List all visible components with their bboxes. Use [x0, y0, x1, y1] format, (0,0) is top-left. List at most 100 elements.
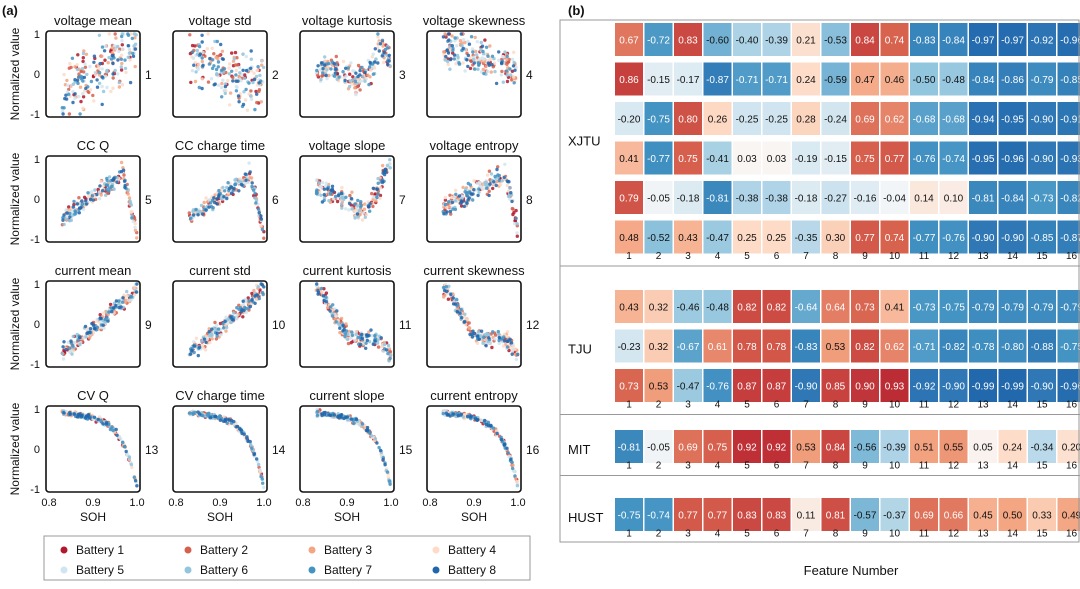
- scatter-point: [70, 352, 73, 355]
- scatter-point: [366, 429, 369, 432]
- column-number: 7: [803, 400, 809, 411]
- scatter-point: [358, 209, 361, 212]
- subplot-number: 6: [272, 193, 279, 207]
- scatter-point: [477, 187, 480, 190]
- scatter-point: [368, 202, 371, 205]
- scatter-point: [191, 50, 194, 53]
- scatter-point: [132, 55, 135, 58]
- scatter-point: [322, 294, 325, 297]
- y-axis-label: Normalized value: [8, 402, 22, 495]
- scatter-point: [237, 94, 240, 97]
- scatter-point: [189, 81, 192, 84]
- column-number: 12: [948, 251, 960, 262]
- scatter-point: [456, 310, 459, 313]
- scatter-point: [485, 46, 488, 49]
- scatter-point: [340, 192, 343, 195]
- heatmap-value: 0.82: [855, 342, 875, 353]
- heatmap-value: 0.75: [678, 154, 698, 165]
- scatter-point: [500, 438, 503, 441]
- heatmap-value: 0.14: [914, 194, 934, 205]
- column-number: 13: [977, 461, 989, 472]
- scatter-point: [509, 73, 512, 76]
- scatter-point: [454, 193, 457, 196]
- scatter-point: [97, 67, 100, 70]
- scatter-point: [113, 44, 116, 47]
- scatter-point: [134, 43, 137, 46]
- scatter-point: [260, 59, 263, 62]
- heatmap-value: -0.90: [1031, 115, 1054, 126]
- scatter-point: [130, 211, 133, 214]
- heatmap-value: -0.24: [824, 115, 847, 126]
- scatter-point: [105, 86, 108, 89]
- scatter-point: [206, 47, 209, 50]
- scatter-point: [221, 79, 224, 82]
- scatter-point: [444, 196, 447, 199]
- scatter-point: [258, 81, 261, 84]
- scatter-point: [116, 58, 119, 61]
- scatter-point: [217, 189, 220, 192]
- scatter-point: [244, 172, 247, 175]
- heatmap-value: 0.79: [619, 194, 639, 205]
- heatmap-value: 0.05: [973, 443, 993, 454]
- scatter-point: [256, 293, 259, 296]
- scatter-point: [203, 338, 206, 341]
- scatter-point: [375, 196, 378, 199]
- scatter-point: [210, 328, 213, 331]
- x-tick-label: 1.0: [129, 497, 144, 509]
- heatmap-value: -0.04: [883, 194, 906, 205]
- scatter-point: [261, 283, 264, 286]
- scatter-point: [380, 336, 383, 339]
- scatter-point: [94, 71, 97, 74]
- heatmap-value: 0.73: [619, 382, 639, 393]
- heatmap-value: 0.83: [678, 36, 698, 47]
- scatter-point: [242, 300, 245, 303]
- scatter-point: [85, 53, 88, 56]
- scatter-point: [363, 208, 366, 211]
- scatter-point: [128, 196, 131, 199]
- scatter-point: [228, 103, 231, 106]
- column-number: 12: [948, 461, 960, 472]
- heatmap-value: -0.40: [736, 36, 759, 47]
- column-number: 1: [626, 529, 632, 540]
- heatmap-value: -0.39: [765, 36, 788, 47]
- heatmap-value: 0.43: [678, 233, 698, 244]
- column-number: 1: [626, 400, 632, 411]
- subplot-title: current slope: [309, 388, 384, 403]
- scatter-point: [188, 33, 191, 36]
- scatter-point: [506, 73, 509, 76]
- column-number: 15: [1036, 251, 1048, 262]
- heatmap-value: -0.59: [824, 75, 847, 86]
- heatmap-value: -0.60: [706, 36, 729, 47]
- scatter-point: [239, 79, 242, 82]
- heatmap-value: -0.84: [972, 75, 995, 86]
- column-number: 9: [862, 529, 868, 540]
- scatter-point: [114, 36, 117, 39]
- heatmap-value: 0.75: [855, 154, 875, 165]
- heatmap-value: -0.72: [647, 36, 670, 47]
- scatter-point: [483, 57, 486, 60]
- scatter-point: [131, 37, 134, 40]
- scatter-point: [237, 189, 240, 192]
- scatter-points: [442, 163, 520, 238]
- scatter-point: [334, 68, 337, 71]
- scatter-point: [248, 176, 251, 179]
- heatmap-value: -0.71: [913, 342, 936, 353]
- scatter-point: [376, 32, 379, 35]
- scatter-point: [82, 95, 85, 98]
- scatter-point: [215, 324, 218, 327]
- scatter-point: [249, 305, 252, 308]
- scatter-point: [245, 69, 248, 72]
- scatter-point: [356, 199, 359, 202]
- scatter-point: [249, 67, 252, 70]
- scatter-point: [115, 181, 118, 184]
- scatter-point: [355, 333, 358, 336]
- heatmap-value: 0.47: [855, 75, 875, 86]
- subplot-number: 3: [399, 68, 406, 82]
- scatter-point: [99, 180, 102, 183]
- scatter-point: [197, 63, 200, 66]
- column-number: 12: [948, 529, 960, 540]
